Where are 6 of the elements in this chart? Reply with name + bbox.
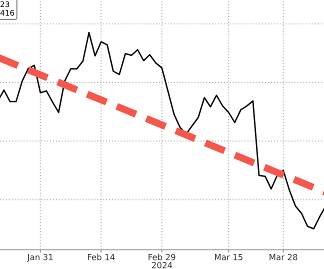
x-axis-title: 2024 (152, 262, 172, 268)
x-tick-label: Feb 29 (148, 254, 176, 260)
x-tick-label: Feb 14 (88, 254, 115, 260)
x-tick-label: Mar 15 (214, 254, 242, 260)
x-tick-label: Mar 28 (270, 254, 298, 260)
x-tick-label: Jan 31 (26, 254, 53, 262)
